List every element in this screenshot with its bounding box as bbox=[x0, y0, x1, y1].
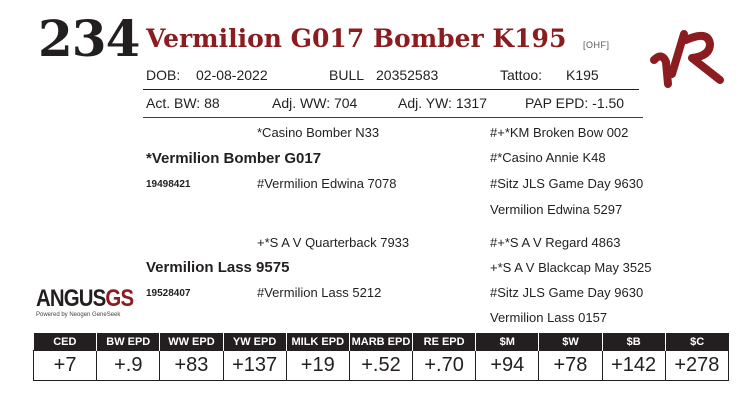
epd-value-yw: +137 bbox=[222, 350, 287, 381]
divider-line-red bbox=[143, 117, 643, 118]
logo-tagline: Powered by Neogen GeneSeek bbox=[36, 312, 121, 318]
epd-value-ww: +83 bbox=[159, 350, 224, 381]
epd-value-w: +78 bbox=[538, 350, 603, 381]
epd-header-milk: MILK EPD bbox=[285, 333, 350, 351]
adjusted-yearling-weight: Adj. YW: 1317 bbox=[398, 95, 487, 111]
tattoo-label: Tattoo: bbox=[500, 67, 543, 83]
epd-value-marb: +.52 bbox=[348, 350, 414, 381]
dob-label: DOB: bbox=[146, 67, 181, 83]
epd-value-row: +7 +.9 +83 +137 +19 +.52 +.70 +94 +78 +1… bbox=[32, 350, 730, 381]
epd-header-bw: BW EPD bbox=[96, 333, 160, 351]
tattoo-value: K195 bbox=[566, 67, 599, 83]
divider-line bbox=[143, 89, 639, 90]
epd-value-milk: +19 bbox=[285, 350, 350, 381]
actual-birth-weight: Act. BW: 88 bbox=[146, 95, 220, 111]
epd-value-b: +142 bbox=[601, 350, 666, 381]
dob-value: 02-08-2022 bbox=[196, 67, 268, 83]
epd-value-re: +.70 bbox=[412, 350, 477, 381]
angus-gs-logo: ANGUSGS Powered by Neogen GeneSeek bbox=[36, 285, 150, 319]
pedigree-sire-reg: 19498421 bbox=[146, 179, 191, 190]
epd-header-marb: MARB EPD bbox=[348, 333, 413, 351]
ohf-badge: [OHF] bbox=[583, 40, 610, 50]
adjusted-weaning-weight: Adj. WW: 704 bbox=[272, 95, 358, 111]
pap-epd: PAP EPD: -1.50 bbox=[525, 95, 625, 111]
epd-header-b: $B bbox=[601, 333, 666, 351]
pedigree-dsd: +*S A V Blackcap May 3525 bbox=[490, 260, 652, 275]
pedigree-dds: #Sitz JLS Game Day 9630 bbox=[490, 285, 644, 300]
pedigree-sire: *Vermilion Bomber G017 bbox=[146, 150, 322, 167]
lot-number: 234 bbox=[38, 9, 140, 68]
pedigree-dam-sire: +*S A V Quarterback 7933 bbox=[257, 235, 410, 250]
logo-gs-text: GS bbox=[105, 285, 134, 312]
epd-header-row: CED BW EPD WW EPD YW EPD MILK EPD MARB E… bbox=[33, 333, 729, 351]
epd-value-m: +94 bbox=[475, 350, 540, 381]
epd-header-ww: WW EPD bbox=[159, 333, 224, 351]
pedigree-dam-dam: #Vermilion Lass 5212 bbox=[257, 285, 382, 300]
pedigree-ddd: Vermilion Lass 0157 bbox=[490, 310, 608, 325]
epd-table: CED BW EPD WW EPD YW EPD MILK EPD MARB E… bbox=[32, 333, 730, 381]
epd-value-bw: +.9 bbox=[96, 350, 161, 381]
epd-header-re: RE EPD bbox=[412, 333, 476, 351]
registration-number: 20352583 bbox=[376, 67, 439, 83]
logo-angus-text: ANGUS bbox=[36, 285, 106, 312]
pedigree-ssd: #*Casino Annie K48 bbox=[490, 150, 606, 165]
pedigree-sds: #Sitz JLS Game Day 9630 bbox=[490, 176, 644, 191]
pedigree-sire-sire: *Casino Bomber N33 bbox=[257, 125, 380, 140]
epd-value-ced: +7 bbox=[32, 350, 98, 381]
pedigree-dam: Vermilion Lass 9575 bbox=[146, 259, 290, 276]
pedigree-dss: #+*S A V Regard 4863 bbox=[490, 235, 621, 250]
vr-brand-icon bbox=[650, 30, 724, 88]
pedigree-sdd: Vermilion Edwina 5297 bbox=[490, 202, 623, 217]
pedigree-dam-reg: 19528407 bbox=[146, 288, 191, 299]
sex-value: BULL bbox=[329, 67, 365, 83]
animal-name: Vermilion G017 Bomber K195 bbox=[146, 24, 567, 53]
pedigree-sire-dam: #Vermilion Edwina 7078 bbox=[257, 176, 397, 191]
pedigree-sss: #+*KM Broken Bow 002 bbox=[490, 125, 629, 140]
epd-header-c: $C bbox=[664, 333, 729, 351]
epd-value-c: +278 bbox=[664, 350, 730, 381]
epd-header-m: $M bbox=[475, 333, 539, 351]
epd-header-w: $W bbox=[538, 333, 603, 351]
epd-header-yw: YW EPD bbox=[222, 333, 287, 351]
epd-header-ced: CED bbox=[33, 333, 97, 351]
